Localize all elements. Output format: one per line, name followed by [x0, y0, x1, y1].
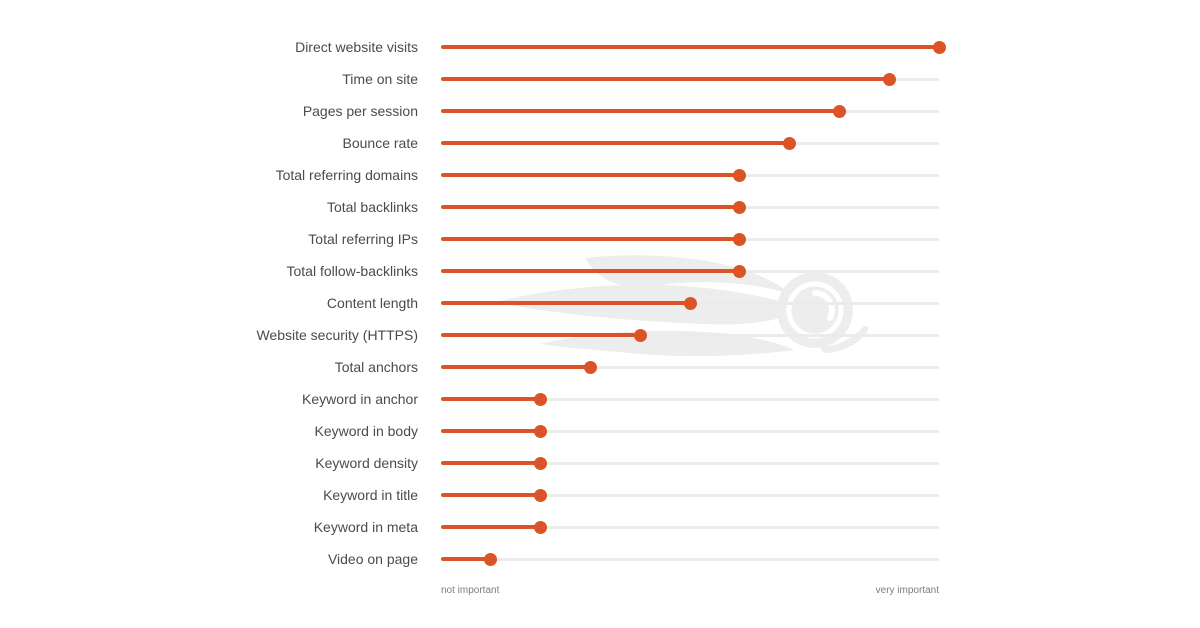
track-base: [441, 493, 939, 497]
row-label: Direct website visits: [295, 39, 418, 55]
chart-row: Keyword in meta: [0, 511, 939, 543]
row-label: Keyword density: [315, 455, 418, 471]
value-dot: [534, 456, 548, 470]
track-fill: [441, 77, 890, 81]
row-track: [441, 543, 939, 575]
row-label: Keyword in title: [323, 487, 418, 503]
row-label: Time on site: [342, 71, 418, 87]
value-dot: [932, 40, 946, 54]
row-label: Keyword in meta: [313, 519, 418, 535]
row-track: [441, 95, 939, 127]
row-track: [441, 255, 939, 287]
row-track: [441, 415, 939, 447]
track-base: [441, 365, 939, 369]
row-label: Keyword in anchor: [302, 391, 418, 407]
track-base: [441, 461, 939, 465]
value-dot: [534, 520, 548, 534]
chart-row: Video on page: [0, 543, 939, 575]
row-track: [441, 447, 939, 479]
track-fill: [441, 557, 491, 561]
chart-row: Bounce rate: [0, 127, 939, 159]
track-base: [441, 557, 939, 561]
chart-row: Time on site: [0, 63, 939, 95]
value-dot: [733, 168, 747, 182]
track-base: [441, 525, 939, 529]
chart-row: Total anchors: [0, 351, 939, 383]
value-dot: [484, 552, 498, 566]
row-label: Total referring IPs: [308, 231, 418, 247]
row-track: [441, 223, 939, 255]
value-dot: [534, 488, 548, 502]
track-base: [441, 429, 939, 433]
track-fill: [441, 525, 541, 529]
row-track: [441, 159, 939, 191]
value-dot: [733, 200, 747, 214]
track-fill: [441, 45, 939, 49]
chart-row: Direct website visits: [0, 31, 946, 63]
axis-label-not-important: not important: [441, 585, 500, 596]
chart-row: Keyword in anchor: [0, 383, 939, 415]
row-track: [441, 63, 939, 95]
track-fill: [441, 173, 740, 177]
chart-row: Pages per session: [0, 95, 939, 127]
row-label: Total follow-backlinks: [286, 263, 419, 279]
row-label: Total referring domains: [275, 167, 418, 183]
track-fill: [441, 237, 740, 241]
chart-row: Total backlinks: [0, 191, 939, 223]
row-track: [441, 31, 946, 63]
track-fill: [441, 333, 641, 337]
value-dot: [633, 328, 647, 342]
track-fill: [441, 365, 591, 369]
value-dot: [683, 296, 697, 310]
row-label: Total backlinks: [326, 199, 418, 215]
track-fill: [441, 429, 541, 433]
row-track: [441, 351, 939, 383]
row-track: [441, 511, 939, 543]
chart-row: Content length: [0, 287, 939, 319]
track-fill: [441, 269, 740, 273]
chart-rows: Direct website visits Time on site Pages p…: [0, 31, 946, 575]
chart-row: Keyword in body: [0, 415, 939, 447]
row-track: [441, 479, 939, 511]
value-dot: [733, 232, 747, 246]
track-fill: [441, 205, 740, 209]
row-label: Pages per session: [302, 103, 418, 119]
track-fill: [441, 493, 541, 497]
value-dot: [783, 136, 797, 150]
value-dot: [534, 424, 548, 438]
track-fill: [441, 397, 541, 401]
value-dot: [733, 264, 747, 278]
track-fill: [441, 141, 790, 145]
chart-row: Total follow-backlinks: [0, 255, 939, 287]
chart-row: Total referring IPs: [0, 223, 939, 255]
row-label: Content length: [326, 295, 418, 311]
x-axis-labels: not important very important: [441, 585, 939, 596]
row-label: Bounce rate: [342, 135, 419, 151]
track-fill: [441, 301, 690, 305]
chart-row: Keyword density: [0, 447, 939, 479]
row-label: Video on page: [327, 551, 418, 567]
row-track: [441, 191, 939, 223]
row-track: [441, 383, 939, 415]
value-dot: [832, 104, 846, 118]
row-track: [441, 319, 939, 351]
row-track: [441, 287, 939, 319]
row-label: Keyword in body: [314, 423, 418, 439]
track-fill: [441, 109, 840, 113]
chart-row: Website security (HTTPS): [0, 319, 939, 351]
track-base: [441, 333, 939, 337]
chart-row: Total referring domains: [0, 159, 939, 191]
chart-row: Keyword in title: [0, 479, 939, 511]
track-fill: [441, 461, 541, 465]
value-dot: [583, 360, 597, 374]
value-dot: [534, 392, 548, 406]
value-dot: [882, 72, 896, 86]
track-base: [441, 397, 939, 401]
row-label: Website security (HTTPS): [256, 327, 418, 343]
row-label: Total anchors: [334, 359, 418, 375]
row-track: [441, 127, 939, 159]
axis-label-very-important: very important: [875, 585, 939, 596]
